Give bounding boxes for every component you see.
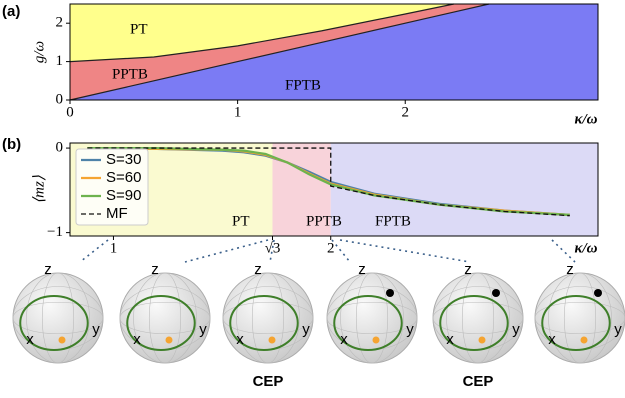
series-line (87, 147, 570, 217)
phase-region (70, 4, 454, 62)
panel-label: (a) (2, 3, 20, 20)
legend-label: S=90 (106, 187, 141, 204)
state-dot (580, 336, 588, 344)
axis-letter: z (464, 261, 472, 278)
connector (184, 239, 269, 263)
sphere-grid (548, 272, 612, 364)
state-dot (372, 336, 380, 344)
sphere-caption: CEP (253, 373, 284, 390)
phase-region (70, 4, 598, 100)
legend-box (75, 148, 149, 226)
axis-letter: x (446, 331, 454, 348)
y-tick-label: 0 (56, 91, 64, 107)
y-axis-label: ⟨mz⟩ (31, 175, 47, 204)
axis-letter: y (406, 321, 414, 338)
connector (79, 239, 109, 263)
trajectory (541, 295, 611, 351)
state-dot (594, 289, 602, 297)
connector (269, 239, 275, 263)
axis-letter: x (548, 331, 556, 348)
axis-letter: z (44, 261, 52, 278)
phase-region (330, 143, 598, 236)
panel: PT PPTB FPTB 0 1 2 0 1 2 κ/ω g/ω (a) (2, 3, 599, 127)
plot-frame (69, 3, 599, 101)
region-label: FPTB (285, 77, 321, 93)
connector (339, 239, 471, 263)
region-label: PT (232, 213, 250, 229)
sphere-grid (446, 272, 510, 364)
x-axis-label: κ/ω (575, 240, 598, 256)
axis-letter: x (26, 331, 34, 348)
state-dot (58, 336, 66, 344)
x-axis-label: κ/ω (575, 111, 598, 127)
sphere-grid (236, 272, 300, 364)
bloch-sphere: z x y (12, 261, 104, 364)
axis-letter: z (254, 261, 262, 278)
legend-label: MF (106, 205, 128, 222)
connectors (79, 239, 576, 263)
x-tick-label: 2 (401, 104, 409, 120)
connector (331, 239, 351, 263)
state-dot (268, 336, 276, 344)
bloch-sphere: z x y (534, 261, 625, 364)
bloch-sphere: z x y CEP (432, 261, 524, 390)
connector (551, 239, 576, 263)
axis-letter: y (92, 321, 100, 338)
y-tick-label: 0 (56, 140, 64, 156)
axis-letter: y (199, 321, 207, 338)
legend-label: S=60 (106, 169, 141, 186)
region-label: PPTB (306, 213, 342, 229)
sphere-caption: CEP (463, 373, 494, 390)
state-dot (478, 336, 486, 344)
y-tick-label: 2 (56, 15, 64, 31)
legend-label: S=30 (106, 151, 141, 168)
panel-label: (b) (2, 136, 21, 153)
trajectory (229, 295, 299, 351)
bloch-sphere: z x y (326, 261, 418, 364)
phase-region (272, 143, 331, 236)
trajectory (439, 295, 509, 351)
region-label: PPTB (112, 66, 148, 82)
x-tick-label: 2 (327, 240, 335, 256)
region-label: PT (130, 21, 148, 37)
sphere-grid (340, 272, 404, 364)
bloch-sphere: z x y (119, 261, 211, 364)
plot-frame (69, 142, 599, 237)
axis-letter: y (614, 321, 622, 338)
axis-letter: z (358, 261, 366, 278)
y-tick-label: 1 (56, 53, 64, 69)
axis-letter: y (512, 321, 520, 338)
axis-letter: x (133, 331, 141, 348)
y-tick-label: −1 (47, 224, 63, 240)
axis-letter: z (151, 261, 159, 278)
axis-letter: x (340, 331, 348, 348)
axis-letter: y (302, 321, 310, 338)
x-tick-label: √3 (265, 240, 281, 256)
trajectory (19, 295, 89, 351)
x-tick-label: 1 (234, 104, 242, 120)
sphere-grid (26, 272, 90, 364)
bloch-sphere: z x y CEP (222, 261, 314, 390)
boundary-line (69, 3, 490, 101)
x-tick-label: 1 (110, 240, 118, 256)
sphere-grid (133, 272, 197, 364)
boundary-line (69, 3, 454, 63)
region-label: FPTB (375, 213, 411, 229)
state-dot (165, 336, 173, 344)
axis-letter: x (236, 331, 244, 348)
state-dot (386, 289, 394, 297)
axis-letter: z (566, 261, 574, 278)
state-dot (492, 289, 500, 297)
x-tick-label: 0 (66, 104, 74, 120)
trajectory (333, 295, 403, 351)
trajectory (126, 295, 196, 351)
y-axis-label: g/ω (31, 41, 47, 63)
